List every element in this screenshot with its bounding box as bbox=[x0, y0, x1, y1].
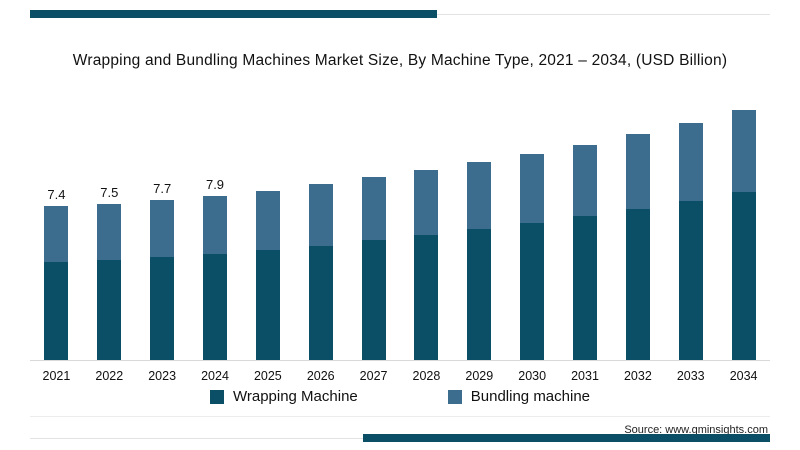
bar-segment-bundling bbox=[44, 206, 69, 263]
x-axis: 2021 2022 2023 2024 2025 2026 2027 2028 2029 2030… bbox=[30, 369, 770, 383]
legend-swatch bbox=[447, 389, 462, 404]
bar-group bbox=[453, 92, 506, 360]
bar-stack bbox=[97, 204, 122, 360]
bar-segment-wrapping bbox=[255, 249, 280, 360]
bar-stack bbox=[361, 176, 386, 360]
legend: Wrapping Machine Bundling machine bbox=[0, 388, 800, 405]
bar-stack bbox=[467, 162, 492, 360]
bar-segment-bundling bbox=[150, 199, 175, 258]
bar-group: 7.9 bbox=[189, 92, 242, 360]
bar-stack bbox=[255, 190, 280, 360]
legend-label: Wrapping Machine bbox=[232, 388, 358, 405]
bar-segment-bundling bbox=[467, 162, 492, 229]
x-tick-label: 2025 bbox=[253, 369, 282, 383]
bar-segment-wrapping bbox=[44, 262, 69, 360]
top-hairline bbox=[437, 13, 770, 15]
bar-segment-bundling bbox=[97, 204, 122, 261]
bar-stack bbox=[150, 199, 175, 360]
bar-group: 7.7 bbox=[136, 92, 189, 360]
legend-swatch bbox=[209, 389, 224, 404]
x-tick-label: 2026 bbox=[306, 369, 335, 383]
bar-group bbox=[294, 92, 347, 360]
chart-title: Wrapping and Bundling Machines Market Si… bbox=[72, 52, 728, 69]
bar-total-label: 7.5 bbox=[100, 185, 119, 201]
bottom-accent-bar bbox=[363, 434, 770, 442]
bottom-hairline bbox=[30, 437, 363, 439]
legend-label: Bundling machine bbox=[470, 388, 591, 405]
bar-total-label: 7.9 bbox=[205, 176, 225, 192]
x-tick-label: 2030 bbox=[518, 369, 547, 383]
bar-total-label: 7.7 bbox=[153, 180, 172, 196]
bottom-decoration bbox=[30, 434, 770, 442]
bar-segment-wrapping bbox=[150, 257, 175, 360]
bar-segment-wrapping bbox=[308, 245, 333, 360]
bar-segment-wrapping bbox=[573, 216, 598, 360]
legend-divider bbox=[30, 416, 770, 417]
bar-group bbox=[506, 92, 559, 360]
legend-item-wrapping: Wrapping Machine bbox=[209, 388, 358, 405]
bar-stack bbox=[625, 134, 650, 360]
bar-group bbox=[400, 92, 453, 360]
bar-segment-wrapping bbox=[520, 222, 545, 360]
bar-segment-bundling bbox=[361, 176, 386, 241]
bar-segment-wrapping bbox=[678, 200, 703, 360]
x-tick-label: 2021 bbox=[42, 369, 71, 383]
bar-group bbox=[241, 92, 294, 360]
bar-segment-bundling bbox=[255, 190, 280, 250]
bar-group bbox=[347, 92, 400, 360]
source-attribution: Source: www.gminsights.com bbox=[624, 424, 768, 436]
bar-segment-bundling bbox=[414, 169, 439, 236]
x-tick-label: 2022 bbox=[95, 369, 124, 383]
bar-group bbox=[664, 92, 717, 360]
bar-segment-wrapping bbox=[203, 253, 227, 360]
bar-segment-bundling bbox=[678, 122, 703, 201]
x-tick-label: 2031 bbox=[571, 369, 599, 383]
x-tick-label: 2024 bbox=[201, 369, 229, 383]
bar-segment-bundling bbox=[520, 154, 545, 223]
x-tick-label: 2023 bbox=[148, 369, 177, 383]
top-decoration bbox=[30, 10, 770, 18]
bar-segment-bundling bbox=[731, 110, 756, 192]
bar-segment-bundling bbox=[203, 195, 227, 254]
x-tick-label: 2029 bbox=[465, 369, 494, 383]
bar-stack bbox=[520, 154, 545, 360]
bar-total-label: 7.4 bbox=[47, 187, 66, 203]
plot-wrap: 7.4 7.5 7.7 7.9 2021 2022 2023 2024 2025 2026 202… bbox=[30, 92, 770, 383]
bar-segment-bundling bbox=[625, 134, 650, 210]
bar-segment-wrapping bbox=[731, 191, 756, 360]
bar-stack bbox=[573, 144, 598, 360]
bar-group: 7.5 bbox=[83, 92, 136, 360]
bar-group bbox=[611, 92, 664, 360]
bar-segment-wrapping bbox=[361, 240, 386, 360]
bar-segment-bundling bbox=[308, 184, 333, 246]
bar-group: 7.4 bbox=[30, 92, 83, 360]
x-tick-label: 2032 bbox=[623, 369, 652, 383]
bar-segment-wrapping bbox=[414, 235, 439, 360]
x-tick-label: 2034 bbox=[729, 369, 758, 383]
bar-segment-wrapping bbox=[97, 260, 122, 360]
bar-segment-wrapping bbox=[625, 209, 650, 360]
x-tick-label: 2027 bbox=[359, 369, 388, 383]
bar-stack bbox=[44, 206, 69, 360]
bar-group bbox=[717, 92, 770, 360]
x-tick-label: 2028 bbox=[412, 369, 441, 383]
bar-stack bbox=[731, 110, 756, 360]
plot-area: 7.4 7.5 7.7 7.9 bbox=[30, 92, 770, 361]
bar-stack bbox=[308, 184, 333, 360]
bar-group bbox=[559, 92, 612, 360]
bar-segment-bundling bbox=[573, 144, 598, 217]
bar-stack bbox=[203, 195, 227, 360]
legend-item-bundling: Bundling machine bbox=[447, 388, 591, 405]
bar-segment-wrapping bbox=[467, 228, 492, 360]
x-tick-label: 2033 bbox=[676, 369, 705, 383]
top-accent-bar bbox=[30, 10, 437, 18]
bar-stack bbox=[414, 169, 439, 360]
bar-stack bbox=[678, 122, 703, 360]
